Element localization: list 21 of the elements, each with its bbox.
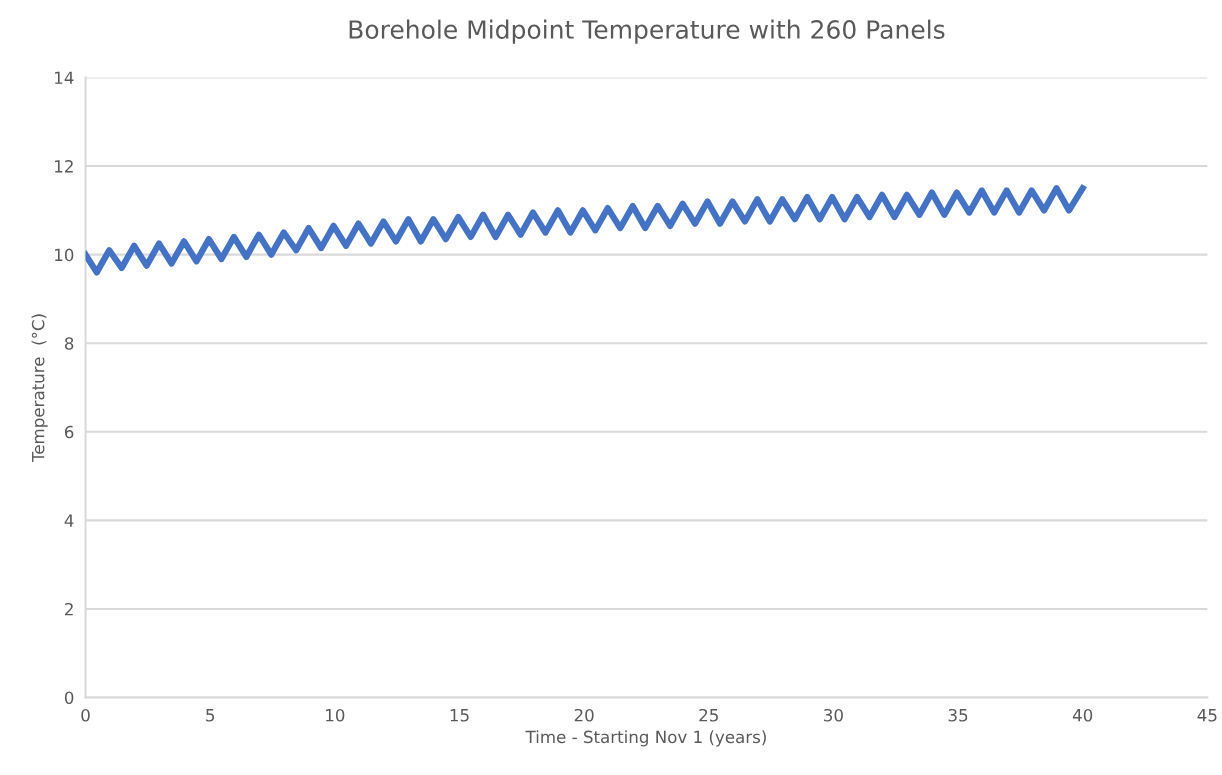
x-tick-label: 30 xyxy=(824,708,843,722)
y-tick-label: 4 xyxy=(64,514,74,527)
x-tick-label: 25 xyxy=(699,708,718,722)
y-axis-title: Temperature (°C) xyxy=(31,314,48,463)
x-tick-label: 0 xyxy=(81,708,90,722)
x-tick-label: 20 xyxy=(574,708,594,722)
x-tick-label: 45 xyxy=(1197,709,1217,722)
x-axis-title: Time - Starting Nov 1 (years) xyxy=(525,730,766,747)
x-tick-label: 35 xyxy=(948,708,968,722)
y-tick-label: 2 xyxy=(65,602,73,616)
y-tick-label: 8 xyxy=(64,337,74,350)
chart-title: Borehole Midpoint Temperature with 260 Panels xyxy=(349,19,945,44)
y-tick-label: 12 xyxy=(55,160,73,173)
y-tick-label: 0 xyxy=(64,691,74,705)
y-tick-label: 14 xyxy=(55,71,74,84)
y-tick-label: 10 xyxy=(55,248,74,262)
x-tick-label: 40 xyxy=(1072,708,1093,722)
x-tick-label: 10 xyxy=(326,708,345,722)
x-tick-label: 15 xyxy=(450,709,469,722)
y-tick-label: 6 xyxy=(64,425,74,439)
x-tick-label: 5 xyxy=(206,709,215,722)
